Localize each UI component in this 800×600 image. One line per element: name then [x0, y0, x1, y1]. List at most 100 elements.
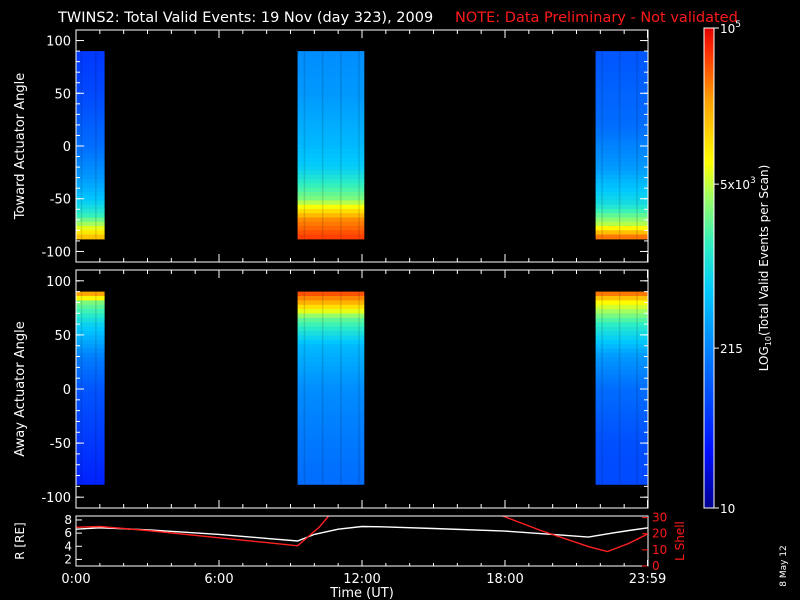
heatmap-cell: [595, 304, 648, 310]
heatmap-cell: [76, 234, 105, 240]
heatmap-cell: [595, 170, 648, 176]
heatmap-cell: [595, 300, 648, 306]
heatmap-streak: [303, 51, 306, 239]
heatmap-cell: [595, 68, 648, 74]
heatmap-streak: [321, 51, 324, 239]
heatmap-cell: [76, 119, 105, 125]
heatmap-cell: [297, 226, 365, 231]
heatmap-cell: [595, 409, 648, 415]
heatmap-cell: [595, 383, 648, 389]
heatmap-cell: [297, 291, 365, 297]
heatmap-cell: [595, 444, 648, 450]
heatmap-cell: [595, 136, 648, 142]
away-x-ticks: [75, 270, 649, 508]
y-tick-label: 50: [54, 329, 71, 344]
heatmap-cell: [297, 136, 365, 142]
y-tick-label: 0: [63, 140, 71, 155]
heatmap-cell: [595, 187, 648, 193]
tick-base: 10: [720, 22, 735, 36]
heatmap-cell: [297, 132, 365, 137]
x-tick-label: 0:00: [61, 572, 90, 587]
heatmap-cell: [76, 418, 105, 424]
heatmap-cell: [76, 187, 105, 193]
heatmap-cell: [297, 449, 365, 455]
heatmap-cell: [76, 81, 105, 86]
heatmap-cell: [76, 204, 105, 210]
heatmap-cell: [76, 436, 105, 442]
heatmap-cell: [297, 401, 365, 406]
heatmap-cell: [297, 309, 365, 315]
heatmap-cell: [297, 387, 365, 393]
left-tick-label: 2: [64, 552, 72, 566]
heatmap-cell: [595, 119, 648, 125]
radius-line: [75, 525, 649, 542]
x-tick-label: 18:00: [486, 572, 523, 587]
heatmap-cell: [297, 304, 365, 310]
heatmap-cell: [76, 427, 105, 433]
heatmap-cell: [595, 344, 648, 350]
heatmap-cell: [76, 409, 105, 415]
heatmap-cell: [297, 119, 365, 125]
orbit-right-ticks: 0 10 20 30: [642, 511, 667, 573]
heatmap-cell: [76, 136, 105, 142]
heatmap-cell: [595, 396, 648, 402]
y-tick-label: -100: [41, 245, 71, 260]
heatmap-cell: [297, 213, 365, 219]
heatmap-streak: [358, 51, 360, 239]
heatmap-streak: [321, 291, 324, 485]
heatmap-cell: [595, 230, 648, 236]
heatmap-cell: [595, 309, 648, 315]
heatmap-cell: [595, 475, 648, 481]
y-tick-label: -50: [50, 193, 71, 208]
heatmap-cell: [297, 162, 365, 167]
x-axis-label: Time (UT): [329, 586, 394, 600]
heatmap-cell: [297, 187, 365, 193]
heatmap-streak: [95, 291, 97, 485]
heatmap-cell: [76, 55, 105, 61]
heatmap-cell: [297, 208, 365, 214]
heatmap-cell: [297, 144, 365, 150]
heatmap-cell: [595, 106, 648, 112]
heatmap-cell: [595, 200, 648, 206]
heatmap-cell: [297, 81, 365, 86]
heatmap-cell: [595, 427, 648, 433]
heatmap-cell: [595, 401, 648, 406]
heatmap-cell: [297, 335, 365, 341]
heatmap-cell: [76, 115, 105, 120]
heatmap-cell: [76, 431, 105, 437]
heatmap-cell: [297, 85, 365, 91]
heatmap-cell: [76, 221, 105, 227]
heatmap-cell: [595, 55, 648, 61]
heatmap-cell: [297, 221, 365, 227]
heatmap-cell: [76, 149, 105, 155]
heatmap-cell: [297, 179, 365, 184]
heatmap-cell: [595, 132, 648, 137]
heatmap-cell: [297, 110, 365, 116]
heatmap-cell: [595, 352, 648, 358]
heatmap-cell: [595, 357, 648, 363]
heatmap-cell: [76, 374, 105, 380]
heatmap-cell: [297, 440, 365, 446]
heatmap-cell: [76, 309, 105, 315]
heatmap-cell: [297, 183, 365, 189]
toward-y-axis-label: Toward Actuator Angle: [13, 73, 28, 220]
toward-heatmap-blocks: [76, 51, 648, 240]
colorbar-frame: [703, 27, 715, 509]
heatmap-block: [76, 291, 105, 485]
heatmap-cell: [297, 466, 365, 472]
heatmap-cell: [595, 339, 648, 345]
away-y-ticks: 100 50 0 -50 -100: [41, 275, 648, 506]
heatmap-cell: [76, 157, 105, 163]
heatmap-cell: [595, 115, 648, 120]
heatmap-cell: [595, 296, 648, 301]
heatmap-cell: [76, 162, 105, 167]
colorbar-gradient: [704, 28, 714, 508]
toward-panel: 100 50 0 -50 -100 Toward Actuator Angle: [13, 29, 649, 263]
heatmap-cell: [297, 196, 365, 201]
heatmap-cell: [76, 348, 105, 354]
heatmap-cell: [297, 234, 365, 240]
heatmap-cell: [595, 366, 648, 371]
heatmap-streak: [358, 291, 360, 485]
heatmap-cell: [76, 144, 105, 150]
heatmap-cell: [76, 322, 105, 328]
